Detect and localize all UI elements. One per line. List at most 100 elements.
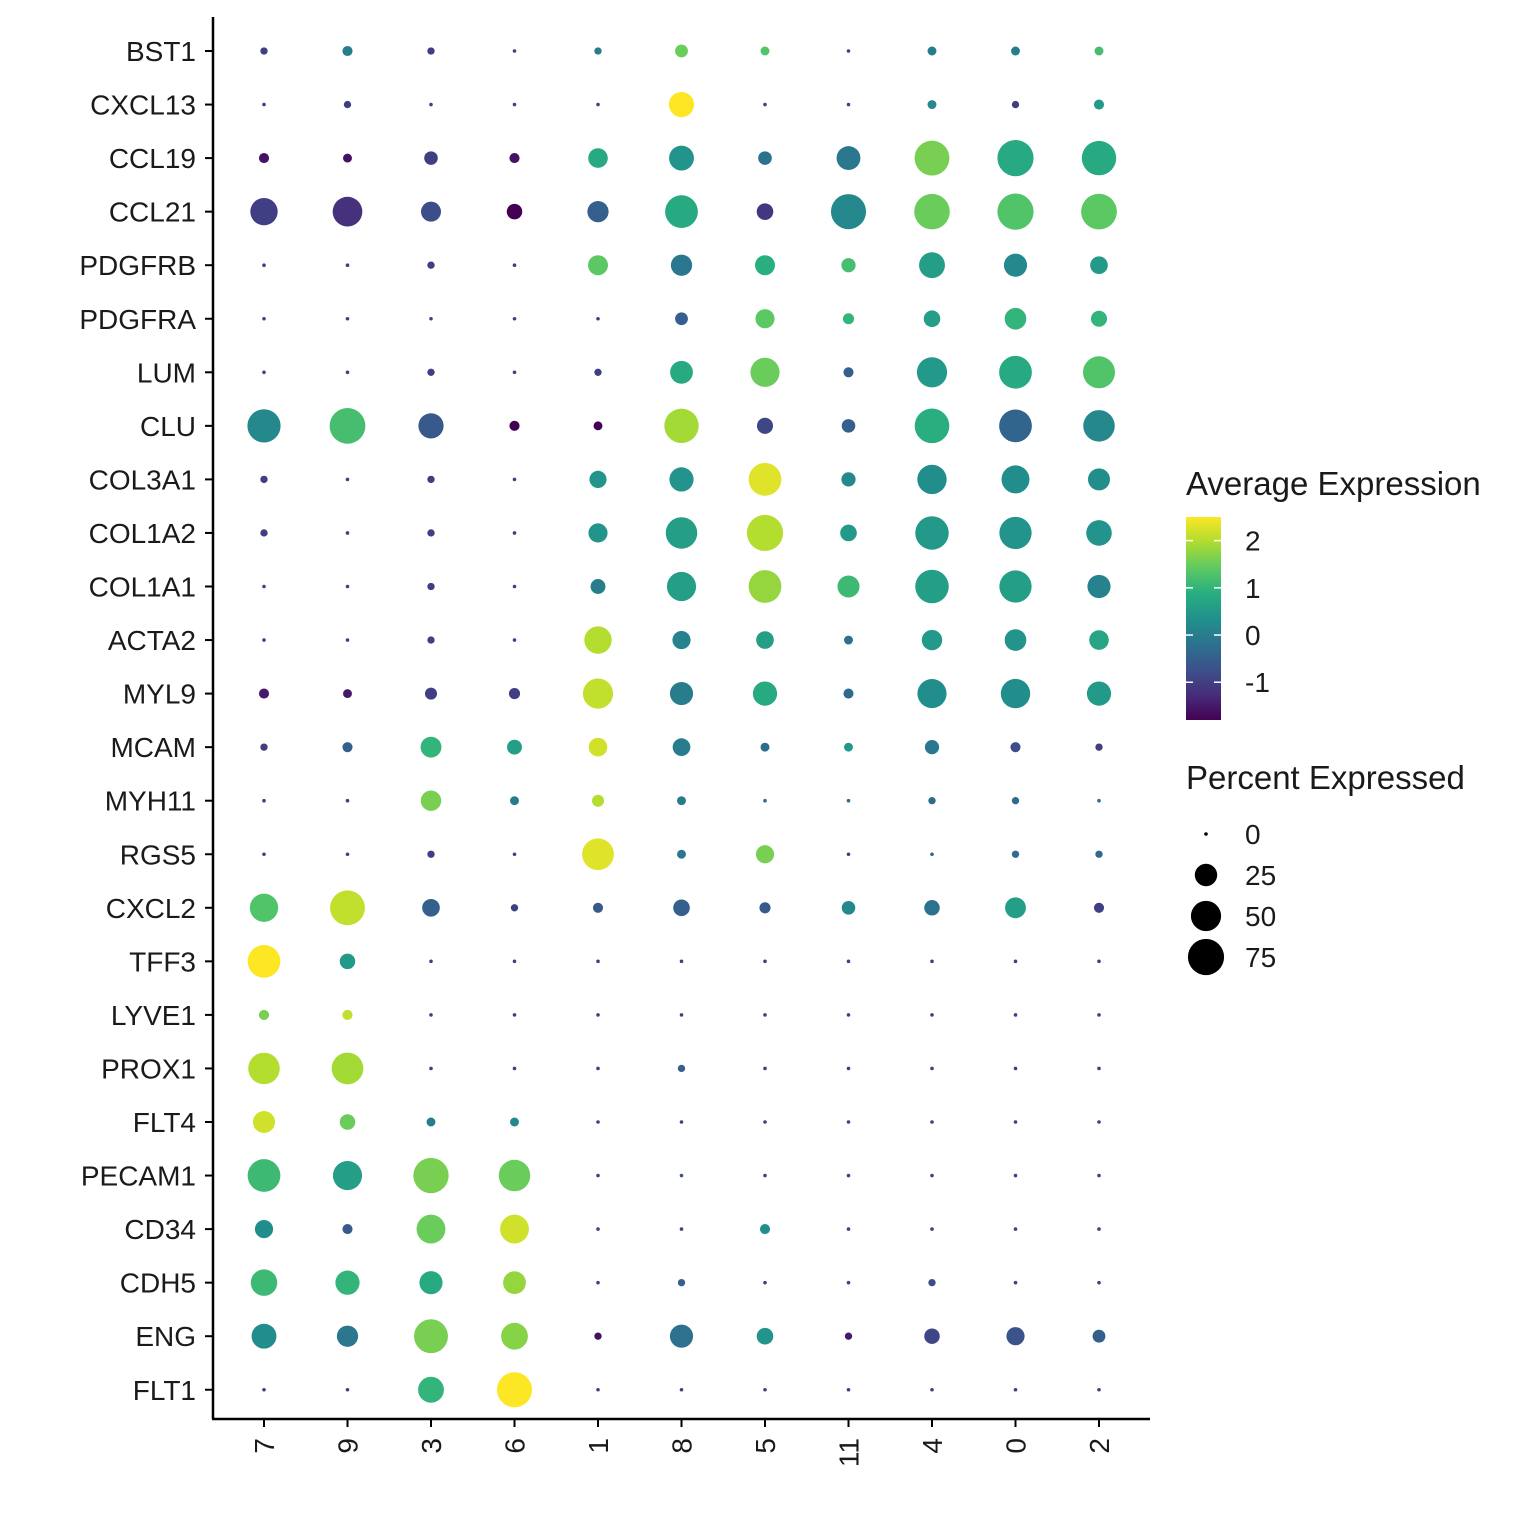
dot-prox1-cluster-2: [1097, 1066, 1101, 1071]
dot-ccl19-cluster-11: [836, 146, 861, 171]
dot-cdh5-cluster-2: [1097, 1280, 1101, 1285]
cluster-label: 3: [416, 1438, 447, 1454]
color-tick-label: 0: [1245, 620, 1261, 651]
dot-col3a1-cluster-2: [1087, 468, 1111, 491]
dot-mcam-cluster-11: [844, 742, 853, 752]
dot-eng-cluster-6: [501, 1322, 528, 1350]
dot-rgs5-cluster-11: [846, 852, 851, 857]
gene-label: PROX1: [101, 1053, 196, 1084]
dot-cd34-cluster-1: [596, 1227, 600, 1231]
dot-pdgfrb-cluster-0: [1003, 253, 1028, 277]
dot-ccl19-cluster-6: [509, 153, 520, 164]
dot-cd34-cluster-0: [1013, 1227, 1018, 1231]
dot-acta2-cluster-6: [512, 638, 517, 642]
dot-lyve1-cluster-11: [846, 1013, 851, 1017]
dot-eng-cluster-7: [251, 1323, 277, 1349]
dot-myl9-cluster-3: [424, 687, 438, 700]
dot-flt1-cluster-9: [345, 1387, 350, 1392]
dot-tff3-cluster-7: [247, 944, 281, 978]
gene-label: CCL19: [109, 143, 196, 174]
dot-myl9-cluster-5: [752, 681, 778, 706]
dot-ccl21-cluster-0: [997, 193, 1034, 230]
dot-col1a2-cluster-11: [840, 524, 857, 542]
size-legend-title: Percent Expressed: [1186, 759, 1465, 796]
dot-col1a2-cluster-0: [999, 516, 1032, 550]
dot-pdgfrb-cluster-6: [512, 263, 517, 268]
dot-pdgfra-cluster-11: [842, 313, 855, 325]
dot-cxcl13-cluster-3: [429, 102, 433, 107]
dot-cdh5-cluster-0: [1013, 1280, 1018, 1285]
dot-lyve1-cluster-2: [1097, 1013, 1101, 1017]
dot-flt1-cluster-4: [930, 1387, 934, 1392]
dot-pdgfra-cluster-1: [596, 316, 600, 321]
cluster-label: 9: [333, 1438, 364, 1454]
dot-pdgfra-cluster-9: [345, 316, 350, 321]
dot-lum-cluster-9: [345, 370, 350, 375]
dot-myh11-cluster-9: [345, 798, 350, 803]
dot-prox1-cluster-9: [331, 1052, 364, 1085]
dot-bst1-cluster-6: [512, 49, 517, 53]
dot-pdgfra-cluster-3: [429, 316, 433, 321]
dot-flt4-cluster-7: [252, 1110, 276, 1134]
dot-prox1-cluster-0: [1013, 1066, 1018, 1071]
dot-cdh5-cluster-6: [503, 1271, 526, 1295]
gene-label: FLT1: [133, 1375, 196, 1406]
dot-layer: [247, 44, 1117, 1408]
dot-cdh5-cluster-1: [596, 1280, 600, 1285]
dot-pdgfrb-cluster-1: [588, 255, 608, 276]
dot-cd34-cluster-11: [846, 1227, 851, 1231]
dot-pdgfra-cluster-2: [1090, 310, 1108, 327]
dot-prox1-cluster-11: [846, 1066, 851, 1071]
gene-label: MCAM: [110, 732, 196, 763]
dot-pdgfrb-cluster-8: [670, 254, 693, 276]
dot-lum-cluster-11: [843, 367, 854, 378]
dot-acta2-cluster-1: [584, 626, 612, 654]
cluster-label: 5: [750, 1438, 781, 1454]
dot-myh11-cluster-8: [677, 796, 686, 806]
dot-pecam1-cluster-2: [1097, 1173, 1101, 1178]
dot-lum-cluster-5: [750, 357, 780, 387]
dot-eng-cluster-11: [844, 1332, 853, 1340]
dot-myh11-cluster-2: [1097, 798, 1101, 803]
dot-tff3-cluster-3: [429, 959, 433, 964]
dot-cxcl13-cluster-7: [262, 102, 266, 107]
dot-cdh5-cluster-4: [928, 1278, 936, 1287]
dot-clu-cluster-0: [999, 409, 1032, 443]
dot-mcam-cluster-7: [260, 743, 268, 751]
dot-myl9-cluster-8: [669, 682, 694, 706]
dot-bst1-cluster-4: [927, 46, 937, 56]
dot-prox1-cluster-3: [429, 1066, 433, 1071]
dot-cxcl2-cluster-3: [422, 898, 440, 917]
dot-flt4-cluster-2: [1097, 1120, 1101, 1124]
dot-myl9-cluster-7: [258, 688, 270, 699]
dot-mcam-cluster-3: [420, 736, 442, 758]
dot-flt1-cluster-5: [763, 1387, 767, 1392]
dot-cxcl13-cluster-6: [512, 102, 517, 107]
dot-col3a1-cluster-5: [748, 463, 782, 496]
dot-col1a2-cluster-1: [588, 523, 608, 543]
dot-eng-cluster-8: [669, 1324, 694, 1348]
dot-flt4-cluster-3: [426, 1117, 436, 1127]
size-legend-dot: [1194, 863, 1218, 887]
y-axis-ticks: BST1 CXCL13 CCL19 CCL21 PDGFRB PDGFRA LUM CLU CO…: [79, 36, 213, 1406]
gene-label: TFF3: [129, 946, 196, 977]
dot-col1a1-cluster-5: [748, 570, 782, 603]
color-tick-label: 2: [1245, 526, 1261, 557]
dot-col3a1-cluster-6: [512, 477, 517, 482]
dot-cd34-cluster-5: [759, 1224, 771, 1235]
dot-tff3-cluster-1: [596, 959, 600, 964]
dot-clu-cluster-6: [509, 420, 520, 431]
gene-label: ACTA2: [108, 625, 196, 656]
dot-rgs5-cluster-3: [427, 850, 435, 858]
gene-label: RGS5: [120, 839, 196, 870]
dot-eng-cluster-0: [1006, 1327, 1025, 1346]
dot-rgs5-cluster-4: [930, 852, 934, 857]
gene-label: PECAM1: [81, 1161, 196, 1192]
dot-col1a2-cluster-9: [345, 531, 350, 535]
color-legend-title: Average Expression: [1186, 465, 1481, 502]
dot-clu-cluster-9: [329, 407, 366, 444]
dot-lyve1-cluster-8: [679, 1013, 684, 1017]
size-legend-label: 25: [1245, 860, 1276, 891]
dot-col3a1-cluster-7: [260, 475, 268, 484]
dot-mcam-cluster-0: [1010, 742, 1021, 753]
